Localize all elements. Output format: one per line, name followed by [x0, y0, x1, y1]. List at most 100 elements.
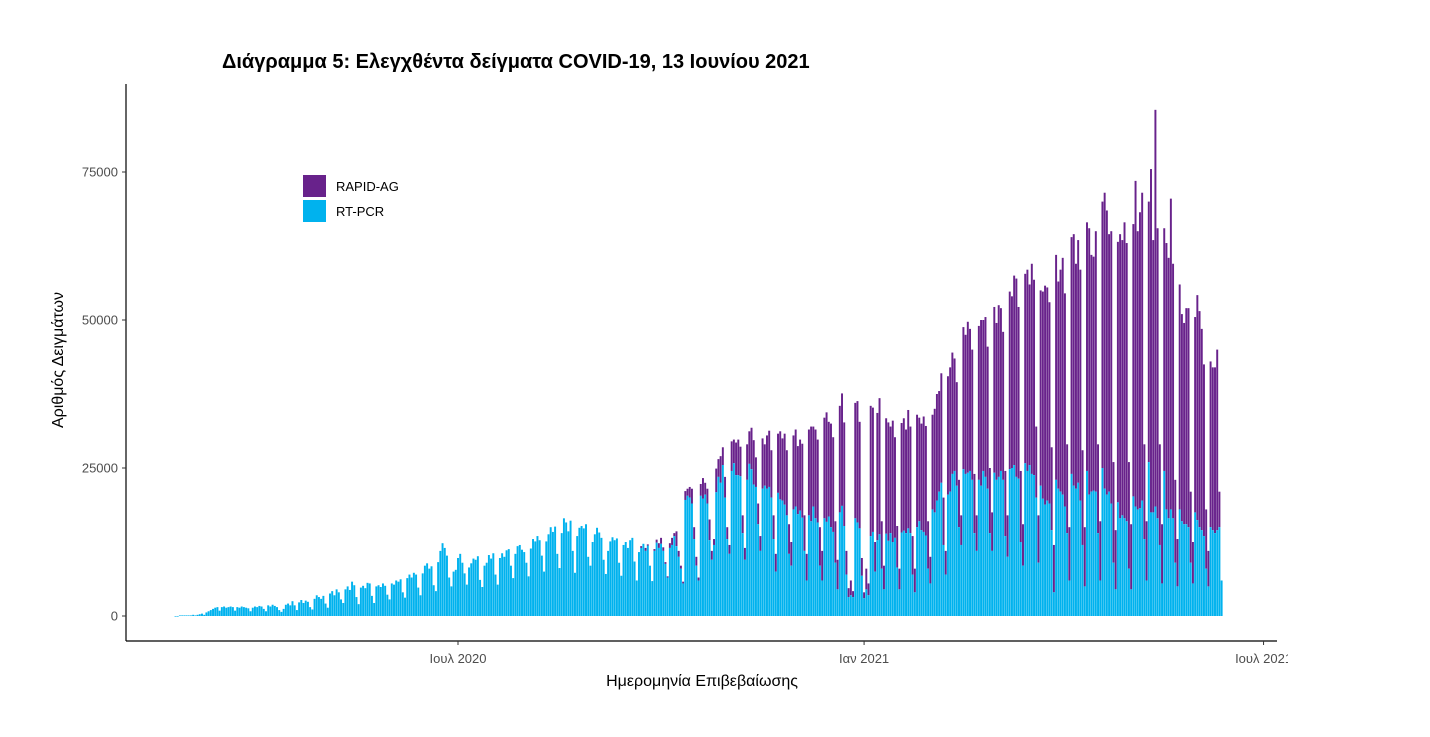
bar-rt-pcr: [900, 532, 903, 616]
bar-rt-pcr: [353, 585, 356, 616]
bar-rt-pcr: [578, 527, 581, 616]
bar-rapid-ag: [1154, 109, 1157, 507]
bar-rt-pcr: [536, 536, 539, 616]
bar-rt-pcr: [437, 562, 440, 616]
bar-rapid-ag: [666, 576, 669, 578]
bar-rt-pcr: [969, 470, 971, 616]
bar-rapid-ag: [1002, 331, 1005, 480]
bar-rapid-ag: [830, 423, 832, 528]
bar-rt-pcr: [1134, 506, 1137, 616]
bar-rt-pcr: [379, 586, 382, 616]
bar-rapid-ag: [1196, 295, 1199, 521]
bar-rt-pcr: [1044, 504, 1047, 616]
bar-rt-pcr: [320, 598, 323, 616]
bar-rapid-ag: [1169, 198, 1172, 510]
bar-rapid-ag: [699, 483, 702, 496]
bar-rt-pcr: [591, 542, 594, 616]
bar-rapid-ag: [1123, 222, 1126, 519]
bar-rt-pcr: [1077, 482, 1080, 616]
bar-rt-pcr: [1010, 468, 1013, 616]
bar-rt-pcr: [545, 541, 548, 616]
bar-rt-pcr: [556, 553, 559, 616]
bar-rt-pcr: [1114, 589, 1117, 616]
bar-rt-pcr: [443, 547, 446, 616]
bar-rapid-ag: [812, 426, 815, 507]
bar-rapid-ag: [1216, 349, 1219, 531]
bar-rapid-ag: [1026, 269, 1029, 471]
bar-rapid-ag: [867, 583, 870, 596]
bar-rt-pcr: [913, 592, 916, 616]
bar-rapid-ag: [801, 443, 804, 518]
bar-rt-pcr: [657, 547, 660, 616]
bar-rapid-ag: [1008, 291, 1011, 470]
bar-rt-pcr: [644, 550, 647, 616]
bar-rt-pcr: [1013, 465, 1016, 616]
legend: RAPID-AG RT-PCR: [303, 175, 399, 222]
bar-rapid-ag: [841, 393, 843, 506]
bar-rt-pcr: [1158, 544, 1161, 616]
bar-rapid-ag: [1145, 521, 1148, 581]
bar-rapid-ag: [810, 426, 813, 522]
bar-rt-pcr: [856, 522, 859, 616]
bar-rt-pcr: [955, 485, 958, 616]
bar-rt-pcr: [234, 610, 237, 616]
bar-rapid-ag: [710, 550, 713, 560]
bar-rt-pcr: [898, 589, 901, 616]
bar-rapid-ag: [732, 439, 735, 464]
bar-rt-pcr: [223, 606, 226, 616]
bar-rapid-ag: [827, 421, 830, 517]
bar-rapid-ag: [1183, 322, 1186, 525]
bar-rt-pcr: [245, 607, 248, 616]
bar-rt-pcr: [1189, 562, 1192, 616]
bar-rapid-ag: [874, 542, 877, 572]
bar-rapid-ag: [832, 437, 835, 532]
bar-rt-pcr: [854, 518, 857, 616]
bar-rt-pcr: [1110, 503, 1113, 616]
bar-rapid-ag: [905, 429, 907, 534]
bar-rt-pcr: [457, 557, 459, 616]
bar-rapid-ag: [1086, 222, 1088, 471]
bar-rt-pcr: [646, 545, 649, 616]
bar-rapid-ag: [997, 305, 1000, 477]
bar-rapid-ag: [1035, 426, 1038, 498]
bar-rapid-ag: [788, 524, 791, 554]
bar-rt-pcr: [183, 615, 186, 617]
bar-rt-pcr: [1220, 580, 1223, 616]
bar-rt-pcr: [207, 611, 210, 616]
bar-rt-pcr: [624, 542, 627, 616]
bar-rt-pcr: [651, 581, 654, 616]
bar-rt-pcr: [459, 553, 462, 616]
bar-rapid-ag: [675, 531, 678, 547]
bar-rt-pcr: [905, 533, 907, 616]
bar-rt-pcr: [487, 555, 490, 616]
bar-rapid-ag: [726, 527, 729, 540]
bar-rt-pcr: [282, 608, 285, 616]
bar-rapid-ag: [1063, 293, 1066, 507]
bar-rt-pcr: [1130, 589, 1133, 616]
bar-rapid-ag: [1039, 290, 1042, 486]
bar-rapid-ag: [1136, 231, 1139, 510]
bar-rt-pcr: [326, 607, 329, 616]
bar-rt-pcr: [229, 606, 232, 616]
bar-rapid-ag: [704, 482, 707, 495]
bar-rapid-ag: [949, 367, 952, 492]
bar-rt-pcr: [931, 509, 934, 616]
bar-rapid-ag: [991, 512, 994, 551]
bar-rt-pcr: [1074, 488, 1077, 616]
bar-rapid-ag: [1178, 284, 1181, 510]
bar-rt-pcr: [909, 533, 912, 616]
bar-rt-pcr: [781, 500, 784, 616]
bar-rt-pcr: [540, 555, 543, 616]
bar-rapid-ag: [1079, 269, 1082, 501]
bar-rapid-ag: [1189, 491, 1192, 563]
bar-rapid-ag: [1180, 314, 1183, 522]
bar-rt-pcr: [640, 547, 643, 616]
bar-rt-pcr: [739, 476, 742, 616]
bar-rt-pcr: [666, 577, 669, 616]
bar-rt-pcr: [631, 537, 634, 616]
bar-rapid-ag: [946, 376, 949, 495]
bar-rt-pcr: [615, 538, 618, 616]
bar-rt-pcr: [567, 531, 570, 616]
bar-rapid-ag: [1037, 515, 1040, 563]
bar-rapid-ag: [682, 581, 685, 584]
